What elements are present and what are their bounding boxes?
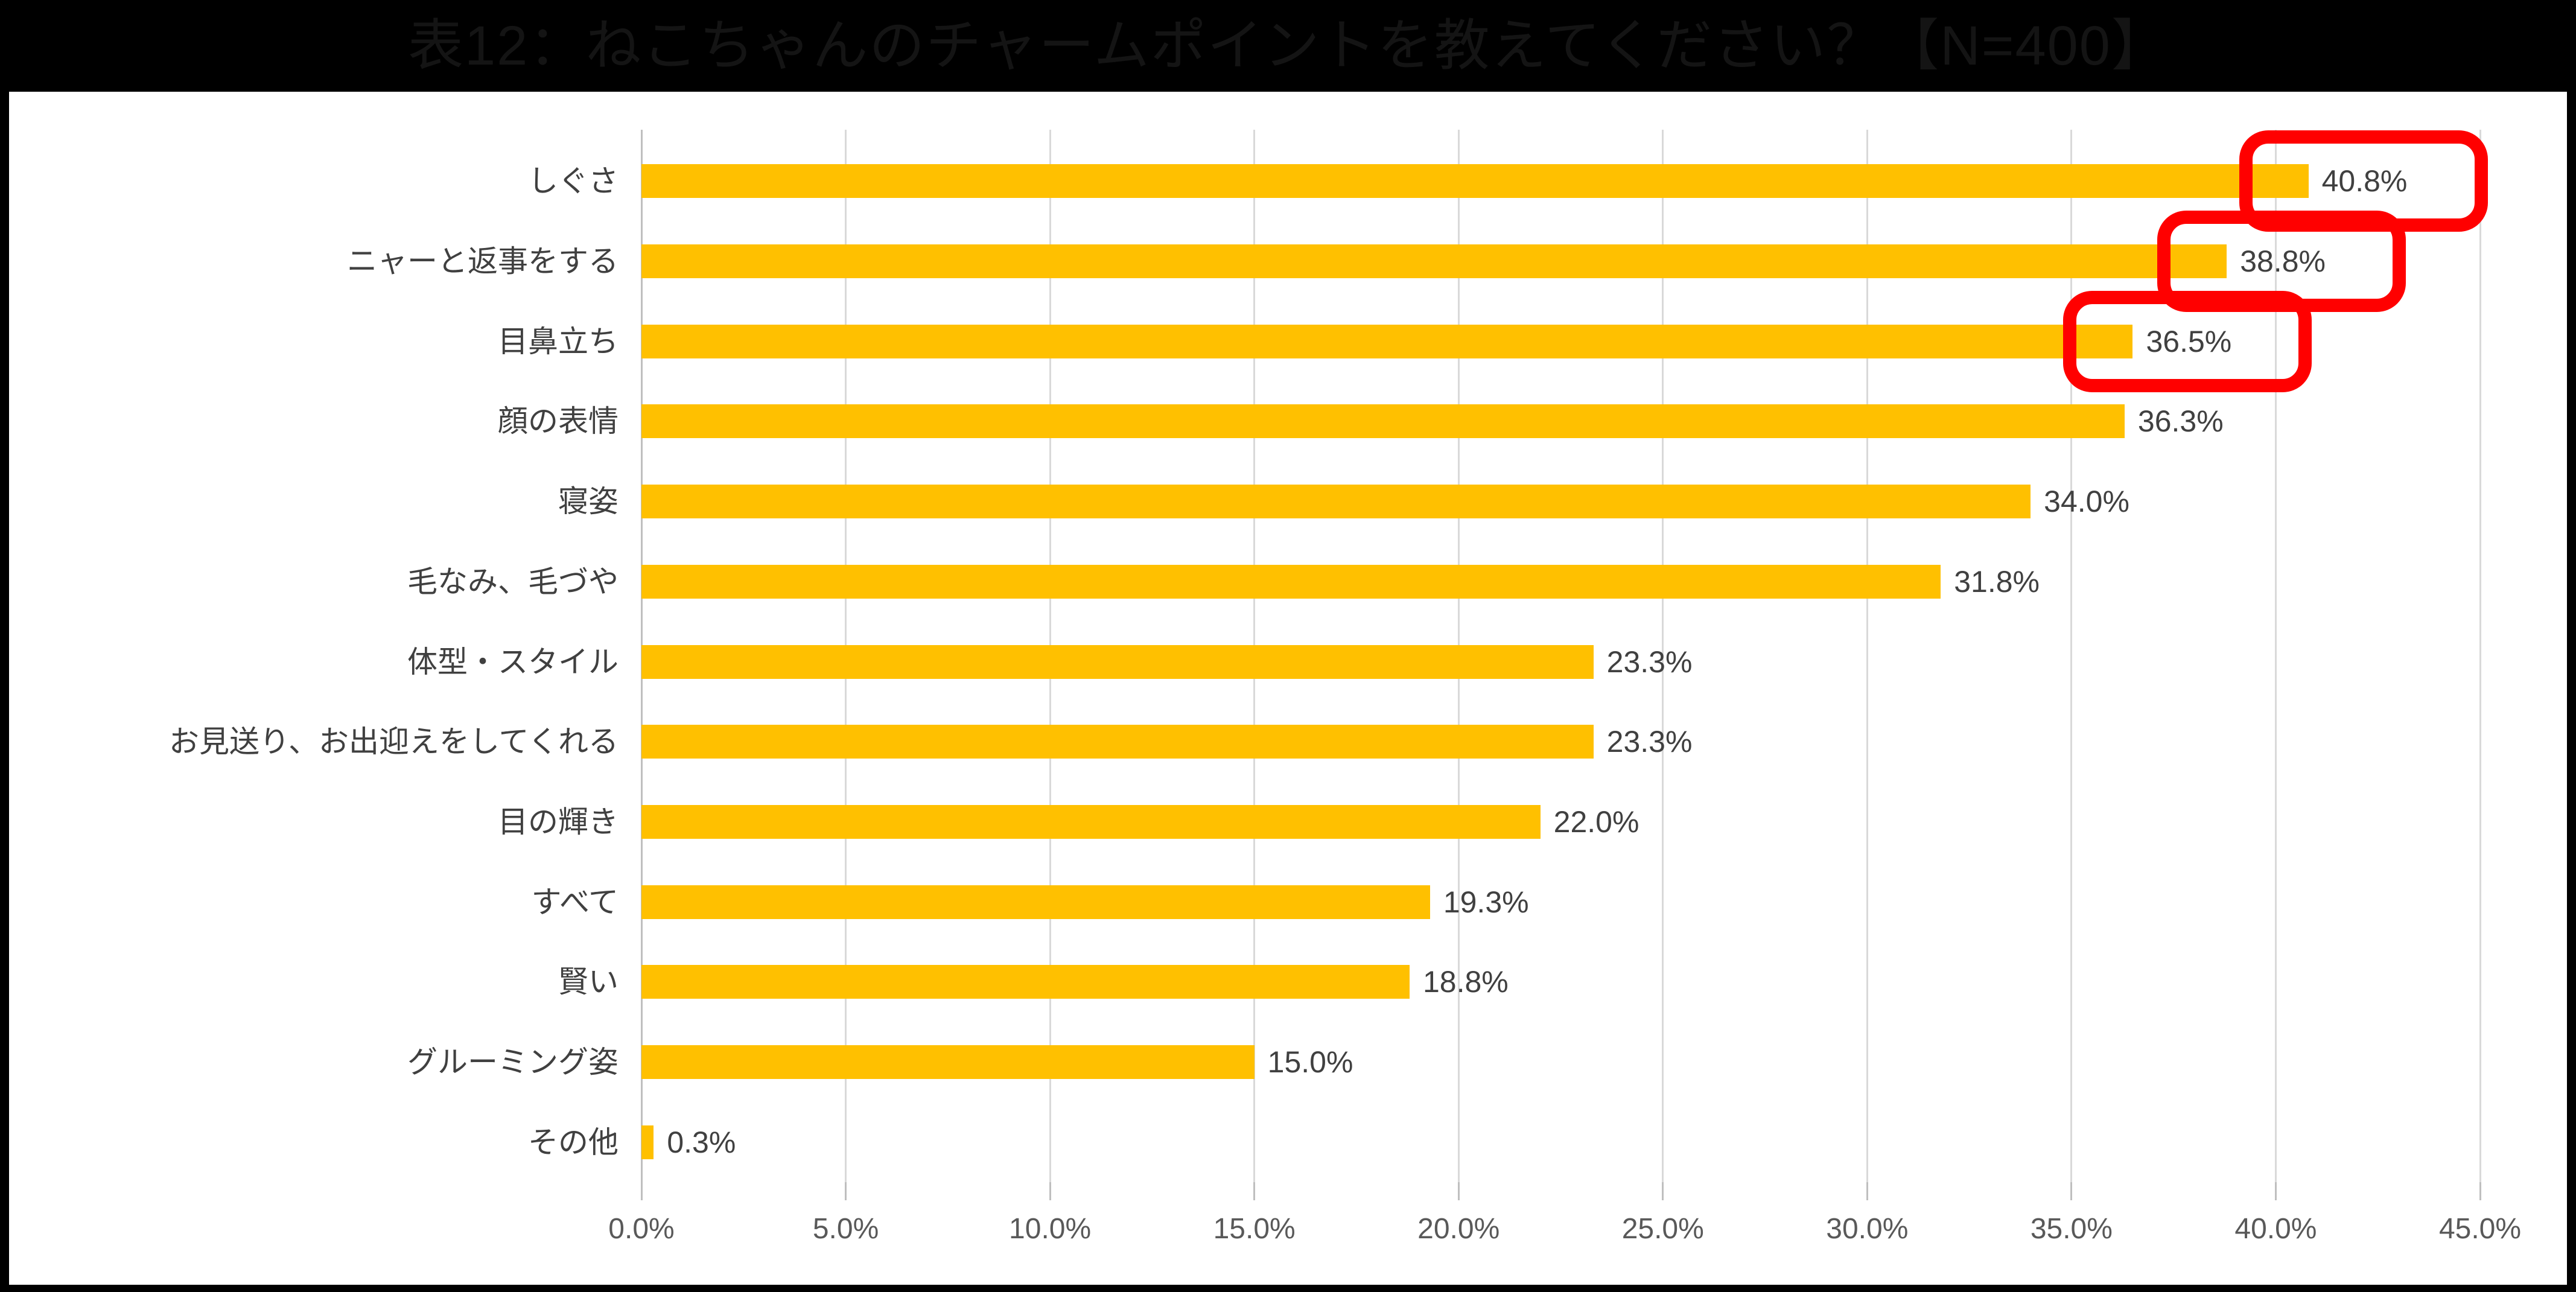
highlight-box bbox=[2157, 211, 2406, 313]
x-axis-tick-label: 15.0% bbox=[1213, 1213, 1296, 1245]
bar bbox=[641, 725, 1594, 759]
value-label: 34.0% bbox=[2044, 485, 2129, 519]
category-label: すべて bbox=[531, 885, 619, 919]
value-label: 36.3% bbox=[2137, 404, 2224, 439]
x-axis-tick bbox=[1049, 1182, 1051, 1200]
category-label: 顔の表情 bbox=[498, 404, 619, 439]
value-label: 38.8% bbox=[2240, 244, 2326, 279]
bar bbox=[641, 1125, 654, 1159]
x-axis-tick bbox=[2479, 1182, 2481, 1200]
x-axis-tick-label: 0.0% bbox=[608, 1213, 675, 1245]
chart-title: 表12：ねこちゃんのチャームポイントを教えてください？【N=400】 bbox=[408, 15, 2168, 77]
value-label: 23.3% bbox=[1606, 725, 1693, 759]
x-axis-tick bbox=[1253, 1182, 1256, 1200]
x-axis-tick bbox=[1457, 1182, 1460, 1200]
bar bbox=[641, 164, 2309, 199]
bar bbox=[641, 804, 1541, 839]
bar bbox=[641, 644, 1594, 679]
category-label: 寝姿 bbox=[558, 485, 619, 519]
x-axis-tick bbox=[640, 1182, 643, 1200]
bar bbox=[641, 404, 2125, 439]
bar bbox=[641, 324, 2133, 358]
category-label: 目の輝き bbox=[498, 804, 619, 839]
category-label: グルーミング姿 bbox=[407, 1045, 619, 1079]
x-axis-tick bbox=[1662, 1182, 1664, 1200]
category-label: 体型・スタイル bbox=[407, 644, 619, 679]
gridline bbox=[2274, 130, 2277, 1182]
value-label: 40.8% bbox=[2321, 164, 2408, 199]
x-axis-tick-label: 35.0% bbox=[2030, 1213, 2113, 1245]
bar bbox=[641, 965, 1410, 999]
bar bbox=[641, 485, 2031, 519]
category-label: しぐさ bbox=[528, 164, 619, 199]
bar bbox=[641, 244, 2227, 279]
x-axis-tick-label: 25.0% bbox=[1621, 1213, 1704, 1245]
value-label: 18.8% bbox=[1422, 965, 1509, 999]
x-axis-tick-label: 5.0% bbox=[812, 1213, 879, 1245]
value-label: 0.3% bbox=[667, 1125, 736, 1159]
plot-canvas bbox=[9, 92, 2567, 1285]
x-axis-tick bbox=[845, 1182, 847, 1200]
x-axis-tick bbox=[2274, 1182, 2277, 1200]
x-axis-tick bbox=[2070, 1182, 2073, 1200]
category-label: その他 bbox=[528, 1125, 619, 1159]
value-label: 15.0% bbox=[1267, 1045, 1353, 1079]
value-label: 23.3% bbox=[1606, 644, 1693, 679]
category-label: 目鼻立ち bbox=[498, 324, 619, 358]
bar bbox=[641, 564, 1941, 599]
x-axis-tick-label: 30.0% bbox=[1826, 1213, 1909, 1245]
value-label: 31.8% bbox=[1954, 564, 2040, 599]
x-axis-tick-label: 10.0% bbox=[1009, 1213, 1092, 1245]
highlight-box bbox=[2063, 290, 2312, 392]
category-label: 賢い bbox=[558, 965, 619, 999]
x-axis-tick-label: 45.0% bbox=[2438, 1213, 2522, 1245]
gridline bbox=[1866, 130, 1868, 1182]
gridline bbox=[2479, 130, 2481, 1182]
x-axis-tick-label: 20.0% bbox=[1417, 1213, 1500, 1245]
x-axis-tick-label: 40.0% bbox=[2234, 1213, 2317, 1245]
value-label: 22.0% bbox=[1553, 804, 1639, 839]
gridline bbox=[1662, 130, 1664, 1182]
category-label: お見送り、お出迎えをしてくれる bbox=[169, 725, 619, 759]
category-label: 毛なみ、毛づや bbox=[407, 564, 619, 599]
value-label: 36.5% bbox=[2146, 324, 2232, 358]
gridline bbox=[2070, 130, 2073, 1182]
bar bbox=[641, 885, 1430, 919]
x-axis-tick bbox=[1866, 1182, 1868, 1200]
bar bbox=[641, 1045, 1255, 1079]
category-label: ニャーと返事をする bbox=[347, 244, 619, 279]
value-label: 19.3% bbox=[1443, 885, 1529, 919]
